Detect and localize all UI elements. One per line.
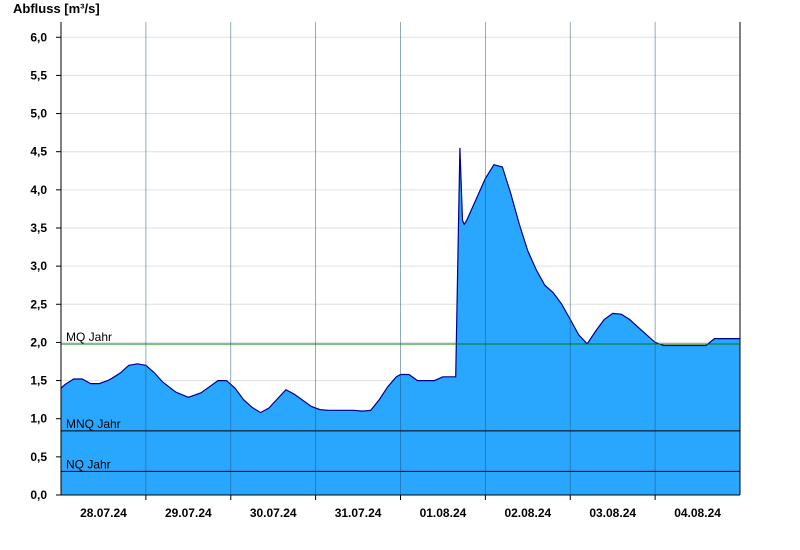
y-tick-label: 2,5 — [30, 297, 47, 311]
x-tick-label: 03.08.24 — [589, 506, 636, 520]
reference-lines: MQ Jahr MNQ Jahr NQ Jahr — [61, 330, 740, 472]
y-tick-label: 1,0 — [30, 412, 47, 426]
x-tick-label: 28.07.24 — [80, 506, 127, 520]
x-tick-label: 04.08.24 — [674, 506, 721, 520]
y-tick-label: 0,5 — [30, 450, 47, 464]
y-tick-label: 0,0 — [30, 488, 47, 502]
x-tick-label: 02.08.24 — [504, 506, 551, 520]
x-tick-label: 31.07.24 — [335, 506, 382, 520]
axes — [56, 22, 741, 500]
y-tick-label: 3,0 — [30, 259, 47, 273]
y-tick-label: 3,5 — [30, 221, 47, 235]
y-axis-label: Abfluss [m³/s] — [13, 1, 100, 16]
y-tick-label: 4,5 — [30, 145, 47, 159]
reference-label: MQ Jahr — [66, 330, 112, 344]
x-tick-labels: 28.07.24 29.07.24 30.07.24 31.07.24 01.08.24… — [80, 506, 721, 520]
reference-label: MNQ Jahr — [66, 417, 121, 431]
x-tick-label: 29.07.24 — [165, 506, 212, 520]
day-divider-layer — [145, 22, 656, 495]
y-tick-label: 6,0 — [30, 30, 47, 44]
y-tick-labels: 0,0 0,5 1,0 1,5 2,0 2,5 3,0 3,5 4,0 4,5 5,0 5,5 6,0 — [30, 30, 47, 502]
x-tick-label: 01.08.24 — [420, 506, 467, 520]
y-tick-label: 2,0 — [30, 335, 47, 349]
y-tick-label: 5,5 — [30, 68, 47, 82]
x-tick-label: 30.07.24 — [250, 506, 297, 520]
y-tick-label: 1,5 — [30, 374, 47, 388]
y-tick-label: 4,0 — [30, 183, 47, 197]
y-tick-label: 5,0 — [30, 107, 47, 121]
discharge-line — [60, 147, 740, 414]
reference-label: NQ Jahr — [66, 457, 111, 471]
